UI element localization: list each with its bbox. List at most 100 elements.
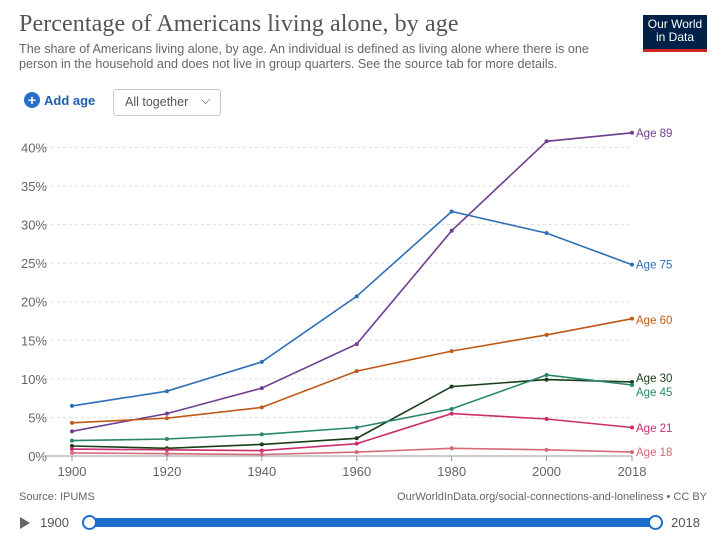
data-point-age-89 xyxy=(259,386,264,391)
series-line-age-75 xyxy=(71,210,633,407)
data-point-age-18 xyxy=(164,451,169,456)
chevron-down-icon: ⌵ xyxy=(200,93,210,107)
facet-select[interactable]: All together ⌵ xyxy=(113,89,221,116)
add-age-button[interactable]: + Add age xyxy=(24,92,95,108)
series-label-age-45: Age 45 xyxy=(636,387,672,399)
series-label-age-75: Age 75 xyxy=(636,260,672,272)
x-axis-ticks: 1900 1920 1940 1960 1980 2000 2018 xyxy=(58,456,647,479)
chart-subtitle: The share of Americans living alone, by … xyxy=(19,42,589,71)
data-point-age-89 xyxy=(544,139,549,144)
series-line-age-30 xyxy=(71,378,633,450)
data-point-age-30 xyxy=(544,377,549,382)
data-point-age-89 xyxy=(164,411,169,416)
timeline-start-handle[interactable] xyxy=(82,515,97,530)
data-point-age-89 xyxy=(449,228,454,233)
data-point-age-75 xyxy=(630,262,634,267)
data-point-age-60 xyxy=(449,349,454,354)
x-tick-label: 1900 xyxy=(58,464,87,479)
data-point-age-75 xyxy=(164,389,169,394)
logo-line-1: Our World xyxy=(647,17,703,31)
credit-link[interactable]: OurWorldInData.org/social-connections-an… xyxy=(397,491,707,503)
data-point-age-75 xyxy=(354,294,359,299)
data-point-age-18 xyxy=(259,452,264,457)
x-tick-label: 2018 xyxy=(618,464,647,479)
series-label-age-21: Age 21 xyxy=(636,423,672,435)
y-tick-label: 15% xyxy=(21,333,47,348)
add-age-label: Add age xyxy=(44,92,96,108)
y-tick-label: 40% xyxy=(21,140,47,155)
data-point-age-89 xyxy=(69,429,74,434)
grid-layer xyxy=(45,146,632,457)
y-tick-label: 30% xyxy=(21,218,47,233)
data-point-age-21 xyxy=(354,441,359,446)
source-note[interactable]: Source: IPUMS xyxy=(19,491,95,503)
data-point-age-45 xyxy=(69,438,74,443)
y-axis-ticks: 0% 5% 10% 15% 20% 25% 30% 35% 40% xyxy=(21,140,47,464)
timeline-end-handle[interactable] xyxy=(648,515,663,530)
x-tick-label: 1980 xyxy=(437,464,466,479)
data-point-age-30 xyxy=(259,442,264,447)
data-point-age-18 xyxy=(544,447,549,452)
x-tick-label: 1920 xyxy=(152,464,181,479)
series-layer xyxy=(69,130,634,457)
series-label-age-89: Age 89 xyxy=(636,128,672,140)
timeline-start-label: 1900 xyxy=(40,515,69,530)
owid-logo[interactable]: Our World in Data xyxy=(643,15,707,52)
plus-icon: + xyxy=(24,92,40,108)
data-point-age-30 xyxy=(69,443,74,448)
logo-line-2: in Data xyxy=(655,30,695,44)
y-tick-label: 20% xyxy=(21,295,47,310)
chart-title: Percentage of Americans living alone, by… xyxy=(19,11,459,37)
x-tick-label: 2000 xyxy=(532,464,561,479)
x-tick-label: 1940 xyxy=(247,464,276,479)
data-point-age-75 xyxy=(544,231,549,236)
series-label-age-60: Age 60 xyxy=(636,315,672,327)
y-tick-label: 10% xyxy=(21,372,47,387)
line-chart: 0%5%10%15%20%25%30%35%40% 1900 1920 1940 19… xyxy=(21,128,672,479)
data-point-age-75 xyxy=(69,403,74,408)
series-label-age-18: Age 18 xyxy=(636,447,672,459)
data-point-age-18 xyxy=(69,450,74,455)
data-point-age-45 xyxy=(544,373,549,377)
data-point-age-60 xyxy=(544,332,549,337)
data-point-age-89 xyxy=(354,342,359,347)
data-point-age-45 xyxy=(259,432,264,437)
timeline-end-label: 2018 xyxy=(671,515,700,530)
data-point-age-45 xyxy=(630,383,634,388)
data-point-age-21 xyxy=(630,425,634,430)
data-point-age-45 xyxy=(354,425,359,430)
y-tick-label: 0% xyxy=(28,449,47,464)
timeline: 1900 2018 xyxy=(0,508,723,543)
y-tick-label: 35% xyxy=(21,179,47,194)
data-point-age-21 xyxy=(259,448,264,453)
data-point-age-21 xyxy=(164,447,169,452)
y-tick-label: 5% xyxy=(28,410,47,425)
data-point-age-45 xyxy=(449,406,454,411)
data-point-age-30 xyxy=(630,379,634,384)
data-point-age-60 xyxy=(259,405,264,410)
timeline-track[interactable] xyxy=(89,518,656,527)
data-point-age-60 xyxy=(69,420,74,425)
data-point-age-18 xyxy=(354,450,359,455)
play-icon[interactable] xyxy=(20,517,30,529)
data-point-age-30 xyxy=(449,384,454,389)
data-point-age-60 xyxy=(164,416,169,421)
data-point-age-21 xyxy=(449,411,454,416)
y-tick-label: 25% xyxy=(21,256,47,271)
series-labels: Age 89 Age 75 Age 60 Age 30 Age 45 Age 21 Age … xyxy=(636,128,672,459)
data-point-age-75 xyxy=(449,209,454,214)
x-tick-label: 1960 xyxy=(342,464,371,479)
data-point-age-45 xyxy=(164,437,169,442)
data-point-age-89 xyxy=(630,130,634,135)
data-point-age-21 xyxy=(69,447,74,452)
series-line-age-45 xyxy=(71,374,633,442)
facet-select-value: All together xyxy=(125,95,189,109)
data-point-age-18 xyxy=(630,450,634,455)
data-point-age-21 xyxy=(544,416,549,421)
series-label-age-30: Age 30 xyxy=(636,373,672,385)
data-point-age-60 xyxy=(630,316,634,321)
data-point-age-60 xyxy=(354,369,359,374)
data-point-age-75 xyxy=(259,359,264,364)
series-line-age-89 xyxy=(71,132,633,433)
data-point-age-18 xyxy=(449,446,454,451)
